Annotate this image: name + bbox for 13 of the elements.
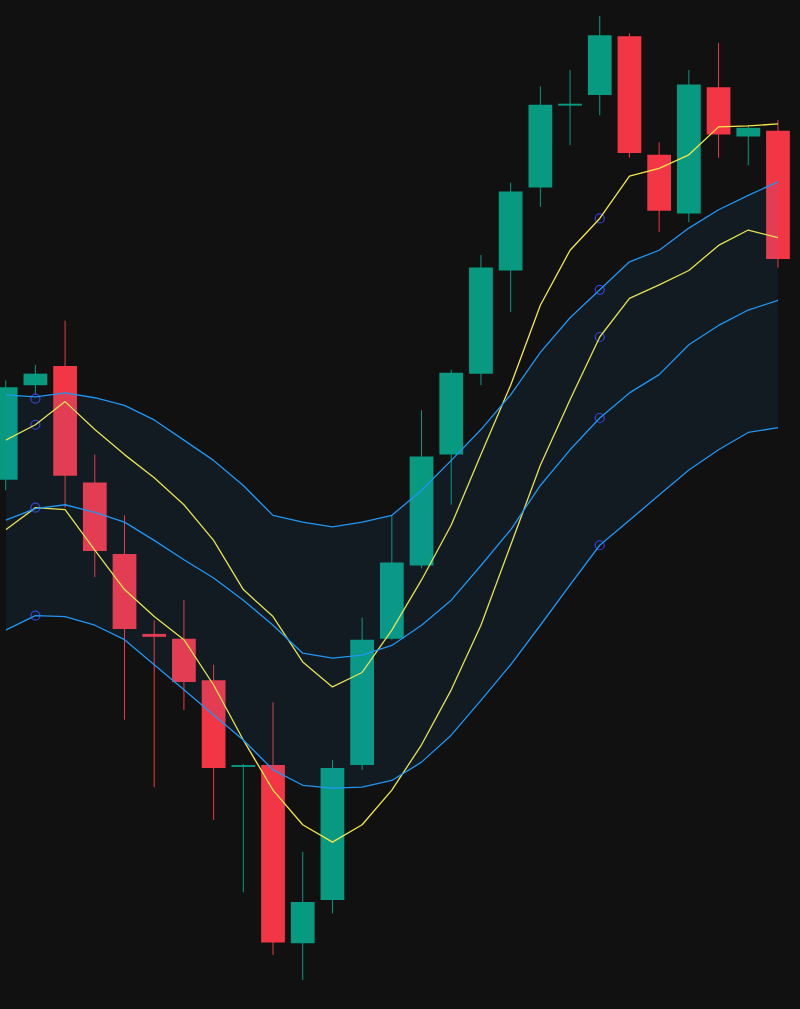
point	[594, 331, 605, 343]
candlestick	[736, 124, 761, 166]
point	[30, 393, 41, 404]
candlestick	[142, 619, 167, 788]
point	[30, 502, 41, 513]
point	[594, 213, 605, 224]
point	[594, 412, 605, 424]
point	[30, 419, 41, 430]
point	[594, 284, 605, 295]
point	[30, 610, 41, 621]
candlestick	[231, 763, 256, 893]
point	[594, 540, 605, 551]
candlestick	[558, 69, 582, 146]
